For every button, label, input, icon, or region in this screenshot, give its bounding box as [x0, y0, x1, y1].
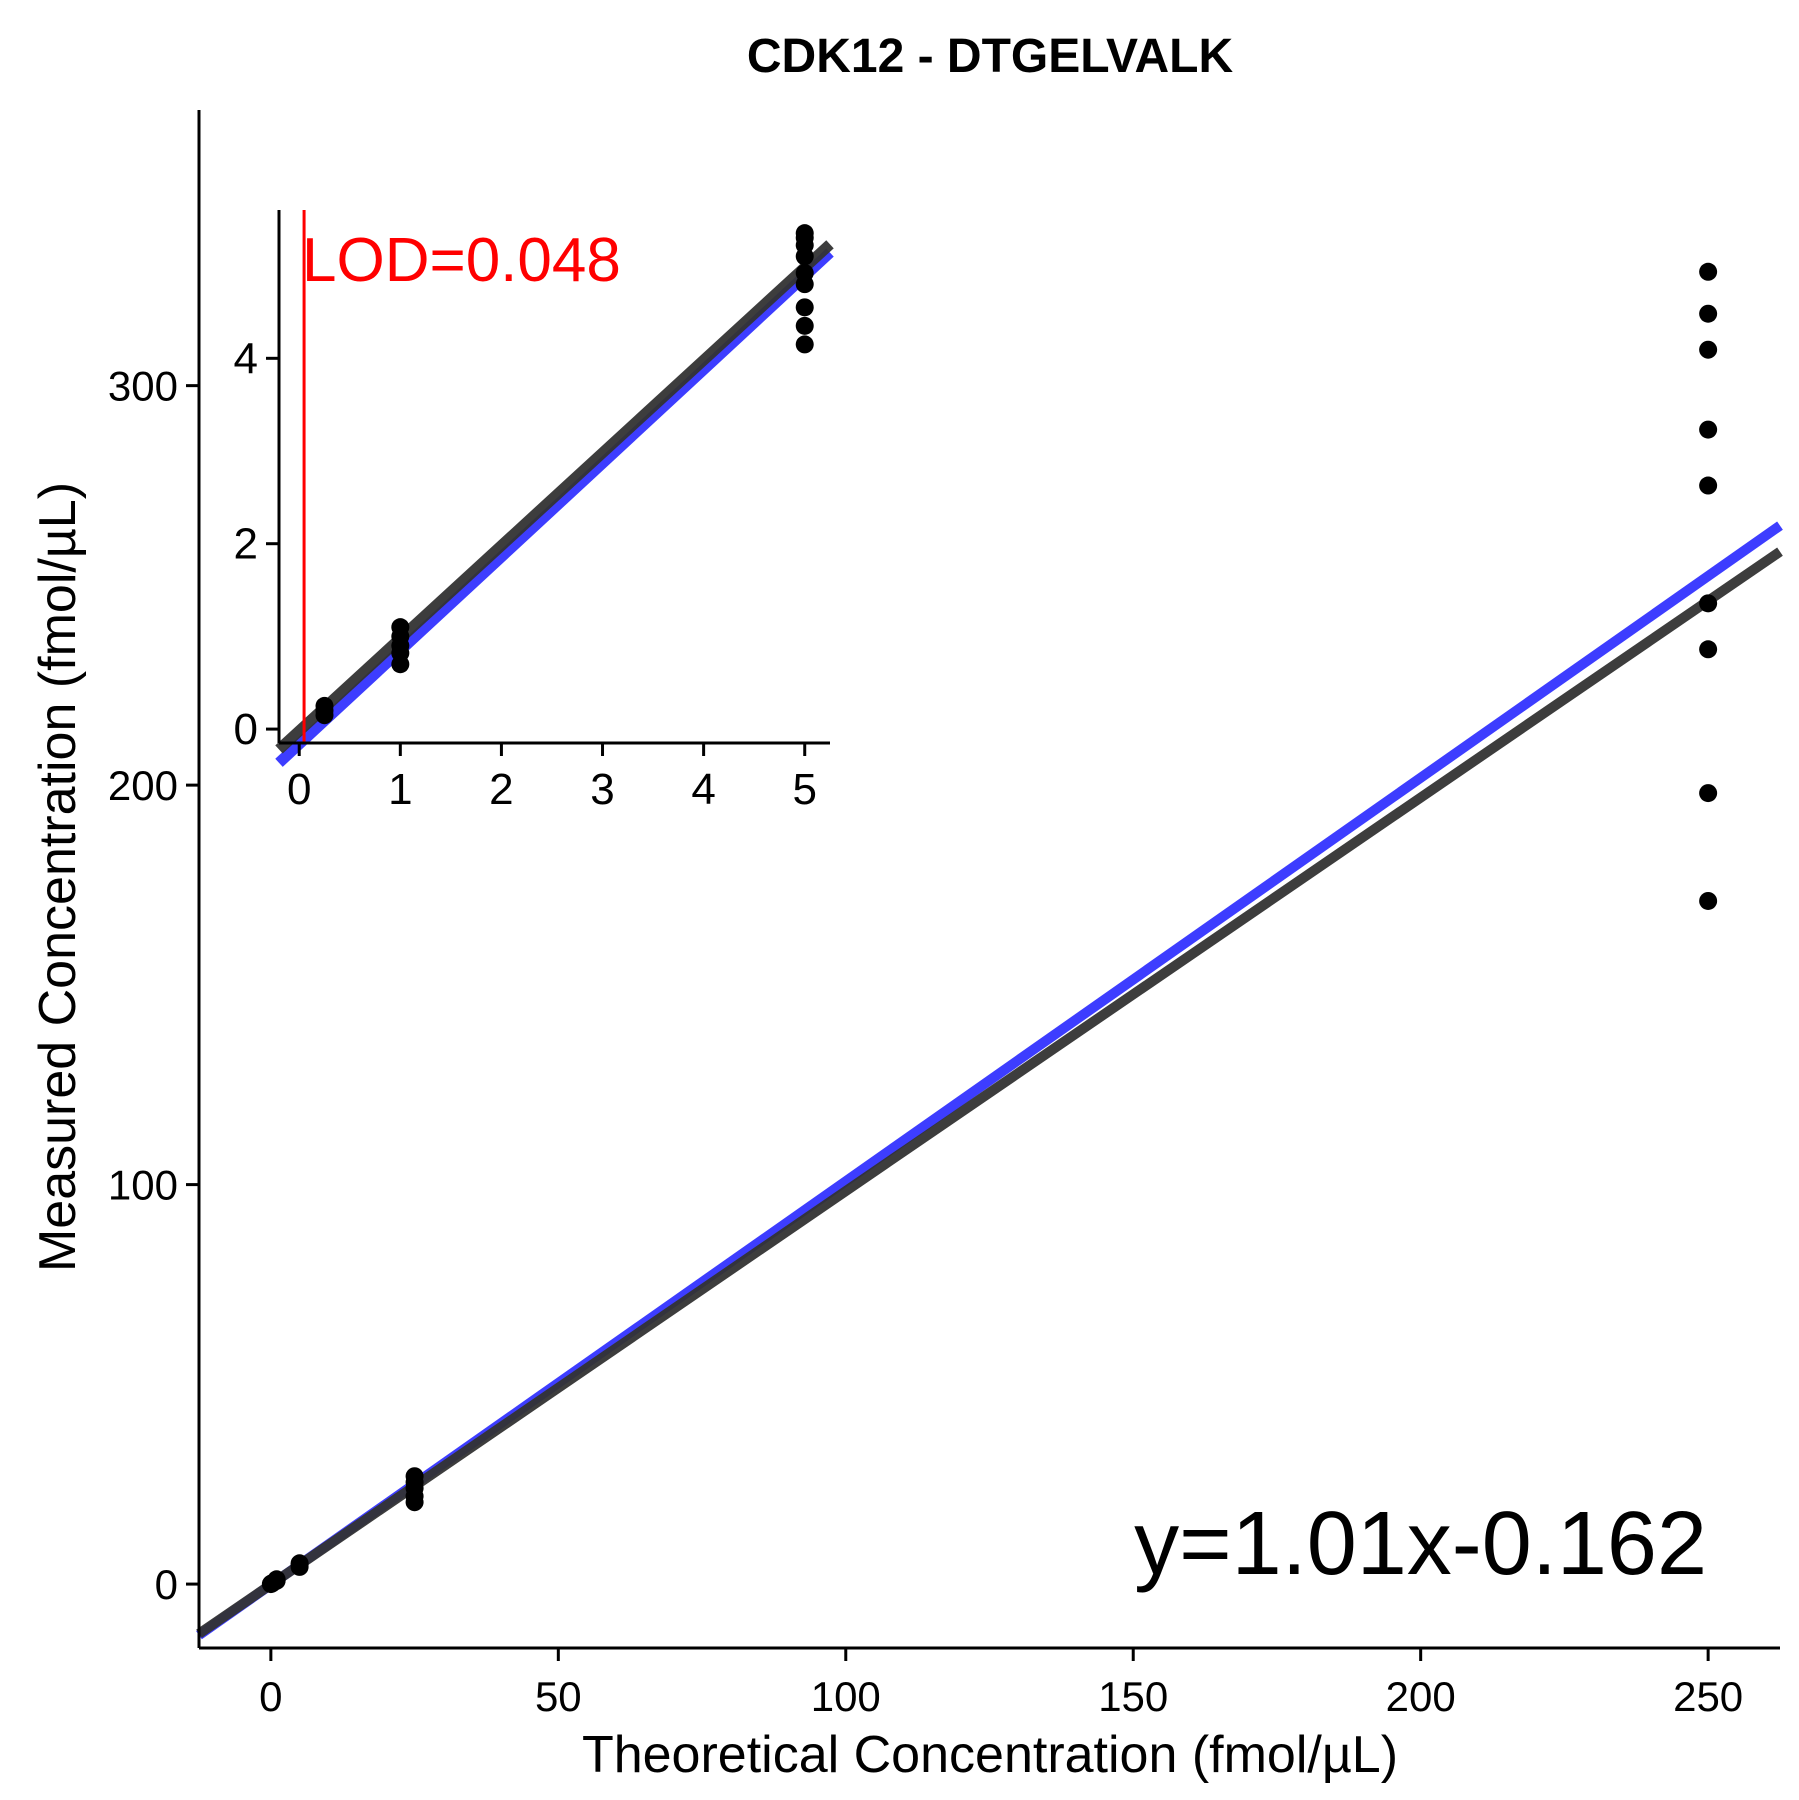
- main-data-point: [1699, 262, 1718, 281]
- main-data-point: [1699, 891, 1718, 910]
- inset-data-point: [391, 618, 410, 637]
- chart-title: CDK12 - DTGELVALK: [747, 30, 1234, 83]
- main-data-point: [405, 1467, 424, 1486]
- main-y-tick-label: 200: [108, 762, 178, 809]
- main-x-tick-label: 250: [1673, 1673, 1743, 1720]
- main-x-tick-label: 0: [259, 1673, 282, 1720]
- inset-x-tick-label: 4: [691, 765, 715, 814]
- inset-y-tick-label: 4: [234, 334, 258, 383]
- lod-label: LOD=0.048: [302, 226, 621, 295]
- regression-equation: y=1.01x-0.162: [1134, 1494, 1707, 1594]
- inset-data-points: [315, 224, 814, 725]
- main-y-tick-label: 300: [108, 363, 178, 410]
- main-fit-lines: [196, 521, 1783, 1640]
- inset-y-tick-label: 0: [234, 705, 258, 754]
- main-fit-line-black: [196, 547, 1783, 1638]
- main-data-point: [1699, 476, 1718, 495]
- main-data-points: [261, 262, 1718, 1594]
- main-data-point: [290, 1554, 309, 1573]
- main-x-tick-label: 200: [1386, 1673, 1456, 1720]
- inset-x-tick-label: 5: [792, 765, 816, 814]
- inset-x-tick-label: 2: [489, 765, 513, 814]
- main-x-tick-label: 150: [1098, 1673, 1168, 1720]
- inset-data-point: [795, 298, 814, 317]
- inset-fit-lines: [275, 240, 834, 767]
- x-axis-title: Theoretical Concentration (fmol/µL): [582, 1726, 1398, 1784]
- main-data-point: [1699, 304, 1718, 323]
- main-y-tick-label: 100: [108, 1162, 178, 1209]
- inset-data-point: [795, 224, 814, 243]
- inset-y-tick-label: 2: [234, 520, 258, 569]
- inset-x-tick-label: 1: [388, 765, 412, 814]
- main-x-tick-label: 50: [535, 1673, 582, 1720]
- inset-axes: 0 1 2 3 4 5 0 2 4: [234, 210, 830, 814]
- inset-x-tick-label: 3: [590, 765, 614, 814]
- main-data-point: [1699, 420, 1718, 439]
- inset-x-tick-label: 0: [287, 765, 311, 814]
- main-data-point: [1699, 594, 1718, 613]
- inset-chart: LOD=0.048 0 1 2 3 4 5 0 2 4: [234, 210, 834, 814]
- main-data-point: [1699, 784, 1718, 803]
- main-data-point: [1699, 340, 1718, 359]
- main-data-point: [267, 1570, 286, 1589]
- y-axis-title: Measured Concentration (fmol/µL): [29, 482, 87, 1272]
- main-y-tick-label: 0: [155, 1561, 178, 1608]
- inset-data-point: [795, 264, 814, 283]
- inset-data-point: [795, 316, 814, 335]
- inset-data-point: [795, 335, 814, 354]
- inset-fit-line-blue: [275, 248, 834, 767]
- main-data-point: [1699, 640, 1718, 659]
- main-x-tick-label: 100: [811, 1673, 881, 1720]
- inset-data-point: [315, 696, 334, 715]
- inset-fit-line-black: [275, 240, 834, 754]
